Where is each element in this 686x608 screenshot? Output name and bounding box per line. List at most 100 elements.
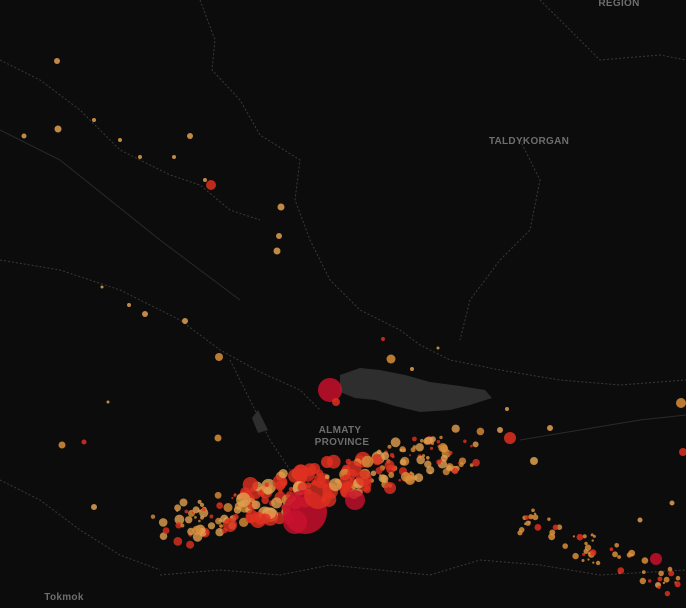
point — [202, 507, 206, 512]
point — [207, 522, 216, 530]
point — [216, 502, 224, 509]
point — [421, 454, 426, 458]
point — [576, 533, 584, 541]
point — [21, 133, 27, 139]
point — [328, 478, 342, 492]
point — [664, 590, 671, 597]
point — [180, 523, 185, 528]
point — [381, 337, 385, 341]
point — [584, 541, 588, 546]
point — [658, 570, 664, 577]
point — [236, 492, 251, 508]
point — [547, 517, 551, 521]
point — [572, 535, 576, 538]
point — [528, 514, 534, 520]
point — [405, 475, 415, 485]
province-label: ALMATY — [319, 425, 362, 436]
point — [436, 346, 440, 350]
point — [138, 155, 142, 159]
point — [384, 482, 396, 494]
point — [426, 466, 435, 475]
point — [556, 524, 563, 530]
point — [387, 444, 392, 449]
point — [321, 456, 333, 468]
point — [162, 527, 170, 534]
point — [142, 311, 148, 317]
point — [676, 398, 686, 408]
point — [582, 534, 587, 539]
point — [185, 516, 193, 524]
point — [429, 446, 434, 450]
point — [402, 448, 406, 453]
point — [414, 473, 424, 483]
point — [530, 457, 538, 465]
point — [472, 458, 480, 467]
point — [199, 502, 205, 507]
point — [231, 496, 234, 500]
point — [592, 561, 595, 564]
point — [209, 514, 214, 519]
point — [172, 155, 176, 159]
point — [587, 558, 590, 561]
point — [223, 518, 237, 532]
point — [197, 499, 202, 504]
point — [318, 378, 342, 402]
point — [628, 549, 636, 557]
point — [591, 539, 594, 542]
point — [381, 452, 390, 460]
point — [186, 540, 195, 549]
point — [667, 566, 673, 572]
point — [278, 469, 288, 479]
point — [588, 552, 591, 555]
point — [582, 552, 586, 557]
point — [424, 460, 432, 468]
point — [182, 318, 188, 324]
lake — [340, 368, 492, 412]
point — [662, 581, 666, 585]
point — [426, 456, 430, 460]
point — [650, 553, 662, 565]
point — [409, 471, 413, 475]
point — [175, 522, 182, 529]
point — [589, 549, 597, 556]
point — [415, 443, 424, 452]
point — [463, 439, 467, 444]
point — [641, 557, 649, 564]
point — [410, 367, 414, 371]
point — [179, 498, 188, 507]
point — [273, 247, 281, 255]
point — [389, 452, 395, 458]
point — [220, 533, 223, 536]
point — [233, 506, 242, 514]
point — [451, 424, 460, 433]
point — [637, 517, 643, 523]
point — [452, 467, 459, 475]
point — [58, 441, 66, 449]
point — [590, 533, 594, 537]
point — [448, 450, 453, 455]
point — [524, 515, 529, 520]
point — [532, 514, 539, 521]
point — [657, 576, 663, 582]
point — [416, 455, 426, 465]
point — [675, 575, 681, 581]
point — [548, 533, 556, 541]
point — [547, 425, 553, 431]
point — [371, 454, 383, 466]
point — [399, 458, 407, 466]
point — [648, 579, 652, 583]
point — [476, 427, 485, 436]
point — [118, 138, 122, 142]
point — [617, 567, 625, 574]
point — [572, 552, 579, 560]
point — [388, 472, 395, 478]
point — [218, 502, 221, 506]
point — [288, 486, 294, 492]
point — [657, 585, 661, 589]
point — [370, 470, 377, 477]
point — [531, 508, 535, 513]
point — [679, 448, 686, 456]
point — [342, 486, 348, 493]
point — [472, 441, 479, 448]
